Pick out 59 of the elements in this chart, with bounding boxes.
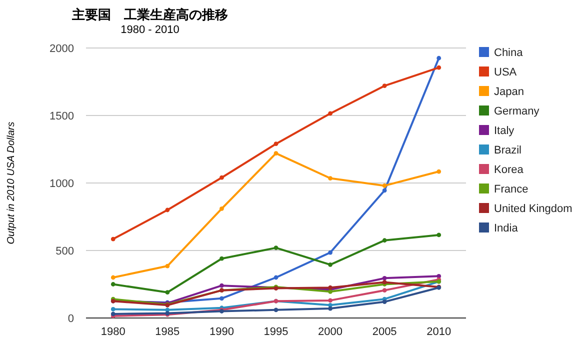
x-tick-label: 1995 [264,326,288,338]
point [382,184,387,188]
point [328,298,332,303]
y-tick-label: 0 [68,313,74,325]
point [274,142,278,146]
point [110,236,116,242]
y-tick-label: 500 [56,246,74,258]
point [110,282,116,286]
x-tick-label: 2010 [426,326,452,338]
point [382,238,387,243]
point [165,290,170,295]
point [436,65,442,70]
point [274,246,278,250]
x-tick-label: 1980 [100,326,126,338]
point [328,176,332,180]
point [274,151,278,156]
point [382,84,387,88]
y-tick-label: 1000 [50,178,74,190]
point [382,188,387,193]
chart-title: 主要国 工業生産高の推移 [71,7,228,22]
x-tick-label: 2005 [372,326,397,338]
legend-label: Germany [494,106,540,118]
legend-label: USA [494,66,518,78]
point [436,56,442,60]
point [328,306,332,311]
point [110,275,116,280]
point [220,283,224,288]
legend-label: Italy [494,125,515,137]
legend-label: Brazil [494,144,522,156]
x-tick-label: 1985 [155,326,180,338]
point [382,288,387,293]
legend-label: China [494,47,524,59]
point [382,276,387,280]
legend-label: France [494,184,528,196]
legend-label: United Kingdom [494,203,572,215]
point [328,262,332,267]
x-tick-label: 1990 [209,326,234,338]
point [328,250,332,255]
point [328,111,332,116]
y-axis-title: Output in 2010 USA Dollars [6,122,17,244]
point [220,175,224,180]
legend-label: India [494,222,519,234]
y-tick-label: 2000 [50,43,74,55]
y-tick-label: 1500 [50,110,74,122]
legend-label: Korea [494,164,524,176]
point [436,169,442,174]
point [165,208,170,212]
legend-label: Japan [494,86,524,98]
point [165,264,170,268]
point [274,308,278,312]
point [436,232,442,238]
x-tick-label: 2000 [318,326,343,338]
point [220,296,224,301]
chart-subtitle: 1980 - 2010 [120,24,180,36]
point [220,206,224,211]
point [220,256,224,261]
point [382,300,387,304]
point [274,275,278,280]
point [110,307,116,312]
